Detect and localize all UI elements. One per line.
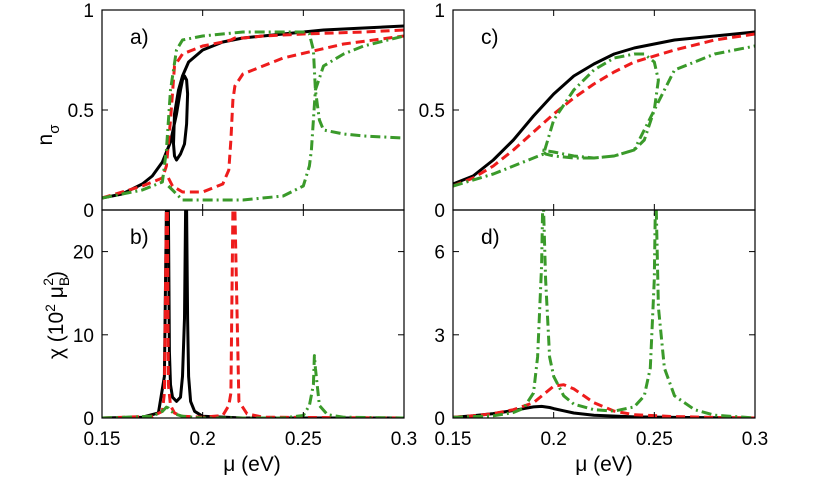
series-line-red bbox=[102, 210, 404, 418]
ylabel-bottom-end: ) bbox=[45, 271, 68, 278]
series-line-green bbox=[453, 44, 755, 188]
panel-label-b: b) bbox=[130, 226, 149, 249]
y-tick-label: 20 bbox=[73, 243, 94, 264]
y-tick-label: 0.5 bbox=[419, 101, 445, 122]
x-tick-label: 0.2 bbox=[540, 429, 566, 450]
ylabel-bottom-sup2: 2 bbox=[40, 278, 56, 286]
panel-b: 0 10 20 0.15 0.2 0.25 0.3 b) bbox=[73, 209, 417, 450]
x-tick-label: 0.3 bbox=[742, 429, 768, 450]
ylabel-bottom-mid: μ bbox=[45, 286, 68, 304]
panel-label-d: d) bbox=[481, 226, 500, 249]
y-tick-label: 0.5 bbox=[68, 101, 94, 122]
series-line-green bbox=[102, 30, 404, 202]
panel-frame bbox=[101, 209, 405, 419]
y-tick-label: 0 bbox=[83, 201, 94, 222]
y-tick-label: 6 bbox=[434, 243, 445, 264]
series-line-green bbox=[102, 354, 404, 418]
x-tick-label: 0.25 bbox=[285, 429, 322, 450]
xlabel-right: μ (eV) bbox=[575, 453, 633, 476]
panel-d: 0 3 6 0.15 0.2 0.25 0.3 d) bbox=[434, 209, 768, 450]
y-tick-label: 1 bbox=[83, 1, 94, 22]
x-tick-label: 0.25 bbox=[636, 429, 673, 450]
y-tick-label: 10 bbox=[73, 326, 94, 347]
y-tick-label: 3 bbox=[434, 326, 445, 347]
y-tick-label: 0 bbox=[434, 409, 445, 430]
ylabel-bottom: χ (102 μB2) bbox=[40, 271, 72, 359]
panel-c: 0 0.5 1 c) bbox=[419, 1, 756, 222]
ylabel-bottom-sup: 2 bbox=[42, 304, 58, 312]
series-group bbox=[102, 210, 404, 418]
series-line-black bbox=[102, 24, 404, 200]
panel-frame bbox=[452, 209, 756, 419]
y-tick-label: 1 bbox=[434, 1, 445, 22]
panels: 0 0.5 1 a) 0 10 20 0.15 0.2 0.25 0.3 b) 0 0.5 1 c) 0 3 6 0.… bbox=[68, 1, 769, 450]
ylabel-top: nσ bbox=[34, 124, 63, 146]
ylabel-bottom-subB: B bbox=[56, 277, 72, 286]
y-tick-label: 0 bbox=[434, 201, 445, 222]
ylabel-top-main: n bbox=[34, 134, 57, 146]
ylabel-bottom-main: χ (10 bbox=[45, 312, 68, 359]
x-tick-label: 0.15 bbox=[84, 429, 121, 450]
panel-label-c: c) bbox=[481, 26, 499, 49]
xlabel-left: μ (eV) bbox=[223, 453, 281, 476]
ylabel-top-sub: σ bbox=[46, 124, 63, 134]
series-line-red bbox=[453, 32, 755, 188]
panel-label-a: a) bbox=[130, 26, 149, 49]
panel-a: 0 0.5 1 a) bbox=[68, 1, 405, 222]
series-group bbox=[453, 30, 755, 188]
series-line-red bbox=[102, 28, 404, 200]
y-tick-label: 0 bbox=[83, 409, 94, 430]
x-tick-label: 0.3 bbox=[391, 429, 417, 450]
series-line-green bbox=[453, 210, 755, 418]
x-tick-label: 0.15 bbox=[435, 429, 472, 450]
x-tick-label: 0.2 bbox=[189, 429, 215, 450]
series-group bbox=[102, 24, 404, 202]
series-line-black bbox=[102, 210, 404, 418]
series-line-black bbox=[453, 30, 755, 186]
